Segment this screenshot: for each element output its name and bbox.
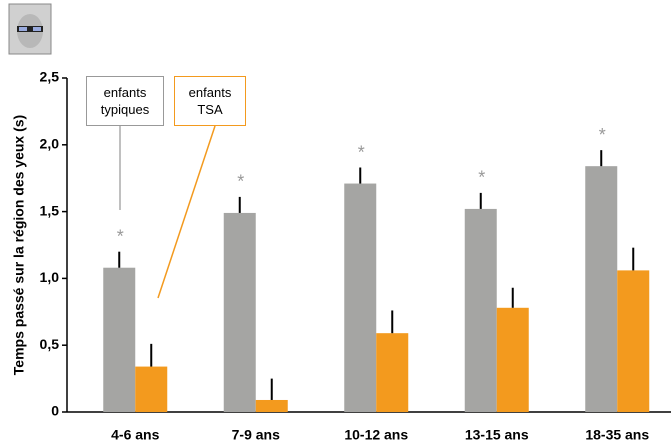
- bar: [103, 268, 135, 412]
- bar: [617, 270, 649, 412]
- x-tick-label: 7-9 ans: [232, 427, 280, 443]
- annotation: *: [599, 125, 606, 145]
- annotation: *: [117, 226, 124, 246]
- y-tick-label: 1,5: [40, 202, 60, 218]
- bar: [376, 333, 408, 412]
- x-tick-label: 10-12 ans: [344, 427, 408, 443]
- legend-pointer: [158, 126, 215, 298]
- bar: [497, 308, 529, 412]
- annotation: *: [237, 172, 244, 192]
- y-tick-label: 1,0: [40, 269, 60, 285]
- annotation: *: [358, 142, 365, 162]
- y-tick-label: 0,5: [40, 336, 60, 352]
- x-tick-label: 13-15 ans: [465, 427, 529, 443]
- bar: [465, 209, 497, 412]
- x-tick-label: 4-6 ans: [111, 427, 159, 443]
- page: Temps passé sur la région des yeux (s) 0…: [0, 0, 671, 445]
- bar: [344, 184, 376, 412]
- y-tick-label: 0: [51, 403, 59, 419]
- bar: [585, 166, 617, 412]
- legend-entry: enfants TSA: [174, 76, 246, 126]
- legend-entry: enfants typiques: [86, 76, 164, 126]
- y-tick-label: 2,5: [40, 69, 60, 85]
- y-tick-label: 2,0: [40, 136, 60, 152]
- eye-icon: [9, 4, 51, 54]
- x-tick-label: 18-35 ans: [585, 427, 649, 443]
- y-axis-label: Temps passé sur la région des yeux (s): [11, 115, 27, 375]
- bar: [224, 213, 256, 412]
- chart: Temps passé sur la région des yeux (s) 0…: [0, 0, 671, 445]
- bar: [135, 367, 167, 412]
- annotation: *: [478, 168, 485, 188]
- bar: [256, 400, 288, 412]
